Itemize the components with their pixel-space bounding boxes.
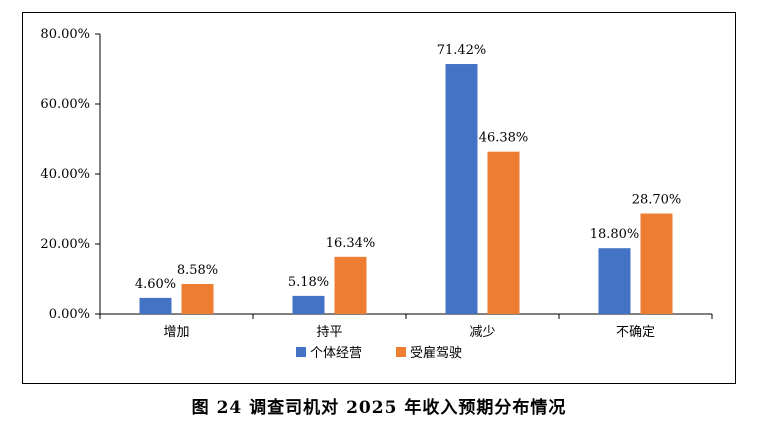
y-tick-label: 60.00% (40, 97, 90, 112)
data-label: 18.80% (590, 227, 640, 242)
chart-frame (22, 12, 736, 384)
x-category-label: 持平 (316, 325, 342, 340)
data-label: 28.70% (632, 193, 682, 208)
legend-label: 受雇驾驶 (410, 345, 462, 361)
x-category-label: 减少 (469, 325, 495, 340)
x-category-label: 不确定 (616, 325, 655, 340)
bar-employed-2 (487, 151, 520, 314)
data-label: 46.38% (479, 131, 529, 146)
y-tick-label: 80.00% (40, 27, 90, 42)
y-tick-label: 20.00% (40, 237, 90, 252)
bar-self-employed-0 (139, 297, 172, 314)
bar-chart: 0.00% 20.00% 40.00% 60.00% 80.00% 4.60%8.58% 增… (40, 27, 713, 361)
bar-employed-0 (181, 283, 214, 314)
data-label: 4.60% (135, 277, 176, 292)
bar-self-employed-3 (598, 248, 631, 314)
x-category-label: 增加 (163, 325, 189, 340)
bar-self-employed-2 (445, 64, 478, 314)
legend-swatch (396, 347, 406, 357)
y-tick-label: 40.00% (40, 167, 90, 182)
data-label: 8.58% (177, 263, 218, 278)
bar-employed-1 (334, 256, 367, 314)
bar-employed-3 (640, 213, 673, 314)
bar-self-employed-1 (292, 295, 325, 314)
data-label: 71.42% (437, 43, 487, 58)
data-label: 5.18% (288, 275, 329, 290)
legend-swatch (296, 347, 306, 357)
data-label: 16.34% (326, 236, 376, 251)
figure-caption: 图 24 调查司机对 2025 年收入预期分布情况 (191, 398, 567, 418)
y-tick-label: 0.00% (49, 307, 90, 322)
legend-label: 个体经营 (310, 346, 362, 361)
